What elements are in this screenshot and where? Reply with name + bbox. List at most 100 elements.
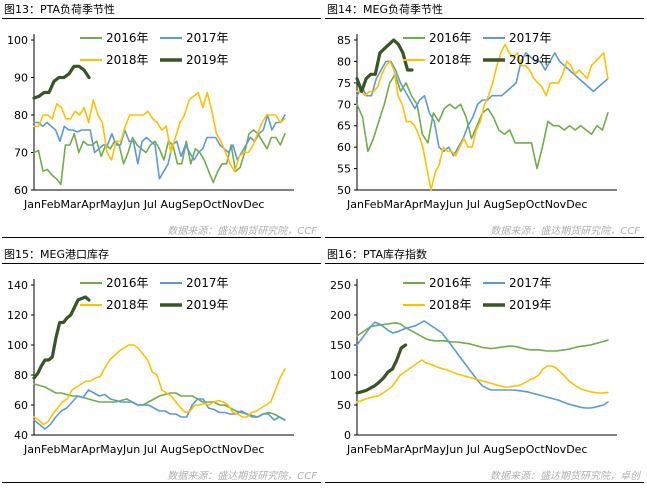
source-note: 数据来源：盛达期货研究院，卓创 [490,471,640,482]
x-tick-label-nov: Nov [222,443,244,456]
legend-label: 2018年 [106,53,149,67]
x-tick-label-may: May [423,198,446,211]
y-tick-label: 60 [14,184,28,197]
y-tick-label: 85 [337,34,351,47]
source-note: 数据来源：盛达期货研究院，CCF [167,471,317,482]
series-line-2019 [32,295,91,380]
chart-pta-load: 60 70 80 90 100 JanFebMarAprMayJun Jul AugSep… [7,31,294,211]
x-tick-label-dec: Dec [566,443,587,456]
x-tick-label-apr: Apr [81,443,101,456]
x-tick-label-apr: Apr [404,198,424,211]
x-tick-label-jun: Jun [445,198,467,211]
legend-label: 2019年 [186,53,229,67]
legend-item-2019: 2019年 [160,298,229,312]
x-tick-labels: JanFebMarAprMayJun Jul AugSepOctNovDec [23,443,264,456]
x-tick-label-nov: Nov [545,198,567,211]
series-line-2019 [355,343,408,395]
x-tick-label-feb: Feb [364,198,383,211]
y-tick-label: 100 [7,34,28,47]
x-tick-label-may: May [423,443,446,456]
legend-label: 2017年 [509,31,552,45]
x-tick-label-jul: Jul [466,443,484,456]
x-tick-label-jan: Jan [346,198,364,211]
bottom-rule [325,237,644,238]
chart-meg-port-inventory: 40 60 80 100 120 140 JanFebMarAprMayJun Jul Au… [7,276,294,456]
series-line-2016 [356,322,609,352]
legend-item-2017: 2017年 [160,31,229,45]
x-tick-label-mar: Mar [383,443,404,456]
title-rule [325,18,644,19]
legend-label: 2019年 [509,53,552,67]
y-tick-label: 80 [14,369,28,382]
series-line-2017 [33,114,286,180]
y-tick-label: 70 [14,147,28,160]
legend-item-2018: 2018年 [403,53,472,67]
x-tick-label-feb: Feb [41,443,60,456]
x-tick-label-dec: Dec [243,443,264,456]
x-tick-label-sep: Sep [182,443,203,456]
legend-item-2019: 2019年 [160,53,229,67]
panel-title: 图13：PTA负荷季节性 [4,3,116,16]
legend-item-2016: 2016年 [403,276,472,290]
x-tick-label-may: May [100,443,123,456]
series-line-2016 [33,383,286,421]
bottom-rule [325,482,644,483]
y-tick-label: 65 [337,120,351,133]
x-tick-label-jul: Jul [466,198,484,211]
x-tick-labels: JanFebMarAprMayJun Jul AugSepOctNovDec [23,198,264,211]
y-tick-label: 150 [330,339,351,352]
legend-label: 2017年 [509,276,552,290]
x-tick-label-nov: Nov [222,198,244,211]
legend-item-2019: 2019年 [483,298,552,312]
legend-item-2016: 2016年 [80,276,149,290]
panel-meg-port-inventory: 图15：MEG港口库存 40 60 80 100 120 140 JanFebMarAprM… [0,245,323,490]
x-tick-label-aug: Aug [160,198,181,211]
x-tick-label-oct: Oct [203,198,223,211]
panel-pta-inventory-index: 图16：PTA库存指数 0 50 100 150 200 250 JanFebMarAprM… [323,245,646,490]
y-tick-label: 75 [337,77,351,90]
x-tick-label-jun: Jun [445,443,467,456]
legend-item-2018: 2018年 [403,298,472,312]
title-rule [2,263,321,264]
x-tick-label-jun: Jun [122,198,144,211]
legend-item-2017: 2017年 [160,276,229,290]
bottom-rule [2,237,321,238]
y-tick-label: 0 [344,429,351,442]
legend-label: 2019年 [509,298,552,312]
title-rule [325,263,644,264]
chart-pta-inventory-index: 0 50 100 150 200 250 JanFebMarAprMayJun Jul Au… [330,276,617,456]
legend-label: 2018年 [429,298,472,312]
x-tick-label-mar: Mar [383,198,404,211]
x-tick-label-nov: Nov [545,443,567,456]
source-note: 数据来源：盛达期货研究院，CCF [490,226,640,237]
x-tick-label-sep: Sep [182,198,203,211]
legend-label: 2016年 [106,31,149,45]
x-tick-labels: JanFebMarAprMayJun Jul AugSepOctNovDec [346,443,587,456]
x-tick-label-jul: Jul [143,198,161,211]
series-line-2018 [356,359,609,403]
legend-item-2017: 2017年 [483,276,552,290]
legend-item-2018: 2018年 [80,53,149,67]
panel-title: 图15：MEG港口库存 [4,248,109,261]
x-tick-label-aug: Aug [483,198,504,211]
series-line-2016 [356,73,609,170]
bottom-rule [2,482,321,483]
legend-label: 2019年 [186,298,229,312]
y-tick-label: 100 [7,339,28,352]
x-tick-label-may: May [100,198,123,211]
y-tick-label: 70 [337,98,351,111]
y-tick-label: 60 [337,141,351,154]
legend-item-2018: 2018年 [80,298,149,312]
x-tick-label-jan: Jan [23,198,41,211]
series-line-2019 [355,38,414,94]
y-tick-label: 60 [14,399,28,412]
panel-pta-load: 图13：PTA负荷季节性 60 70 80 90 100 JanFebMarAprMayJ… [0,0,323,245]
x-tick-label-aug: Aug [483,443,504,456]
x-tick-label-feb: Feb [364,443,383,456]
x-tick-label-dec: Dec [566,198,587,211]
legend-label: 2017年 [186,276,229,290]
y-tick-label: 200 [330,309,351,322]
y-tick-label: 80 [14,109,28,122]
legend-label: 2016年 [429,31,472,45]
x-tick-label-oct: Oct [203,443,223,456]
